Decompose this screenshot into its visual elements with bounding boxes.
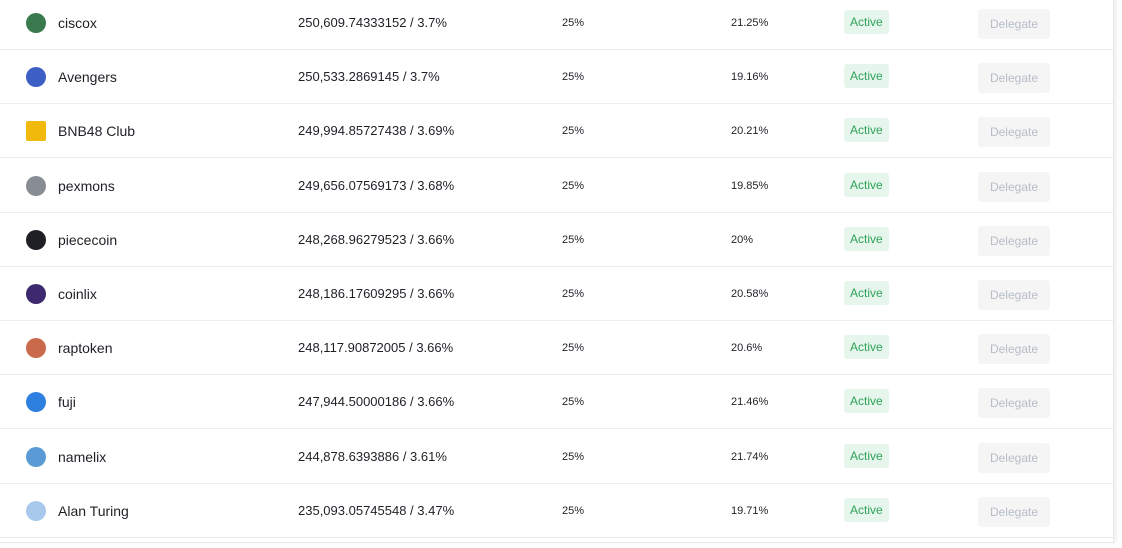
delegate-button[interactable]: Delegate xyxy=(978,63,1050,94)
status-badge: Active xyxy=(844,172,889,197)
staked-amount: 249,656.07569173 / 3.68% xyxy=(298,177,455,193)
validator-name: coinlix xyxy=(58,286,97,302)
staked-amount: 249,994.85727438 / 3.69% xyxy=(298,123,455,139)
validator-icon xyxy=(26,175,46,196)
staked-amount: 250,533.2869145 / 3.7% xyxy=(298,69,440,85)
status-badge: Active xyxy=(844,64,889,89)
commission: 25% xyxy=(562,396,585,409)
commission: 25% xyxy=(562,342,585,355)
status-badge: Active xyxy=(844,443,889,468)
delegate-button[interactable]: Delegate xyxy=(978,388,1050,419)
validator-icon xyxy=(26,67,46,88)
status-badge: Active xyxy=(844,10,889,34)
staked-amount: 248,186.17609295 / 3.66% xyxy=(298,286,455,301)
commission: 25% xyxy=(562,71,585,84)
validator-icon xyxy=(26,500,46,521)
table-row: Alan Turing 235,093.05745548 / 3.47% 25% 19… xyxy=(0,484,1113,538)
table-row: Avengers 250,533.2869145 / 3.7% 25% 19.16% A… xyxy=(0,50,1113,105)
validator-name: raptoken xyxy=(58,340,113,357)
table-row: ciscox 250,609.74333152 / 3.7% 25% 21.25% Ac… xyxy=(0,0,1113,50)
commission: 25% xyxy=(562,233,585,246)
apr: 21.46% xyxy=(731,396,769,409)
validator-icon xyxy=(26,13,46,33)
table-row: piececoin 248,268.96279523 / 3.66% 25% 20% A… xyxy=(0,213,1113,267)
validator-icon xyxy=(26,392,46,413)
validator-icon xyxy=(26,338,46,359)
status-badge: Active xyxy=(844,118,889,143)
validator-name: Avengers xyxy=(58,69,117,86)
staked-amount: 235,093.05745548 / 3.47% xyxy=(298,502,455,518)
delegate-button[interactable]: Delegate xyxy=(978,9,1050,39)
apr: 20.6% xyxy=(731,342,763,355)
validator-name: piececoin xyxy=(58,231,118,248)
validator-icon xyxy=(26,121,46,142)
commission: 25% xyxy=(562,125,585,138)
apr: 19.16% xyxy=(731,71,769,84)
validator-name: namelix xyxy=(58,448,107,465)
status-badge: Active xyxy=(844,335,889,360)
status-badge: Active xyxy=(844,281,889,305)
staked-amount: 248,268.96279523 / 3.66% xyxy=(298,231,455,247)
staked-amount: 250,609.74333152 / 3.7% xyxy=(298,15,447,30)
apr: 20.58% xyxy=(731,288,769,300)
validator-name: BNB48 Club xyxy=(58,123,136,140)
apr: 21.25% xyxy=(731,17,769,29)
delegate-button[interactable]: Delegate xyxy=(978,171,1050,202)
delegate-button[interactable]: Delegate xyxy=(978,117,1050,148)
status-badge: Active xyxy=(844,497,889,522)
validator-icon xyxy=(26,284,46,304)
delegate-button[interactable]: Delegate xyxy=(978,496,1050,527)
table-row: raptoken 248,117.90872005 / 3.66% 25% 20.6%… xyxy=(0,321,1113,376)
apr: 19.85% xyxy=(731,179,769,192)
apr: 20% xyxy=(731,233,754,246)
delegate-button[interactable]: Delegate xyxy=(978,225,1050,256)
table-row: namelix 244,878.6393886 / 3.61% 25% 21.74% A… xyxy=(0,430,1113,484)
commission: 25% xyxy=(562,504,585,517)
delegate-button[interactable]: Delegate xyxy=(978,280,1050,310)
validator-name: ciscox xyxy=(58,15,97,31)
staked-amount: 248,117.90872005 / 3.66% xyxy=(298,340,454,356)
validator-icon xyxy=(26,446,46,467)
table-row: BNB48 Club 249,994.85727438 / 3.69% 25% 20.… xyxy=(0,104,1113,159)
table-row: pexmons 249,656.07569173 / 3.68% 25% 19.85%… xyxy=(0,159,1113,213)
commission: 25% xyxy=(562,288,585,300)
delegate-button[interactable]: Delegate xyxy=(978,334,1050,365)
validator-name: fuji xyxy=(58,394,76,411)
apr: 20.21% xyxy=(731,125,769,138)
validator-name: pexmons xyxy=(58,177,115,194)
table-row: coinlix 248,186.17609295 / 3.66% 25% 20.58%… xyxy=(0,267,1113,321)
status-badge: Active xyxy=(844,389,889,414)
apr: 21.74% xyxy=(731,450,769,463)
commission: 25% xyxy=(562,17,585,29)
status-badge: Active xyxy=(844,226,889,251)
table-row: fuji 247,944.50000186 / 3.66% 25% 21.46% Act… xyxy=(0,375,1113,430)
staked-amount: 244,878.6393886 / 3.61% xyxy=(298,448,447,464)
validator-icon xyxy=(26,229,46,250)
validator-name: Alan Turing xyxy=(58,502,129,519)
commission: 25% xyxy=(562,450,585,463)
apr: 19.71% xyxy=(731,504,769,517)
staked-amount: 247,944.50000186 / 3.66% xyxy=(298,394,455,410)
commission: 25% xyxy=(562,179,585,192)
delegate-button[interactable]: Delegate xyxy=(978,442,1050,473)
